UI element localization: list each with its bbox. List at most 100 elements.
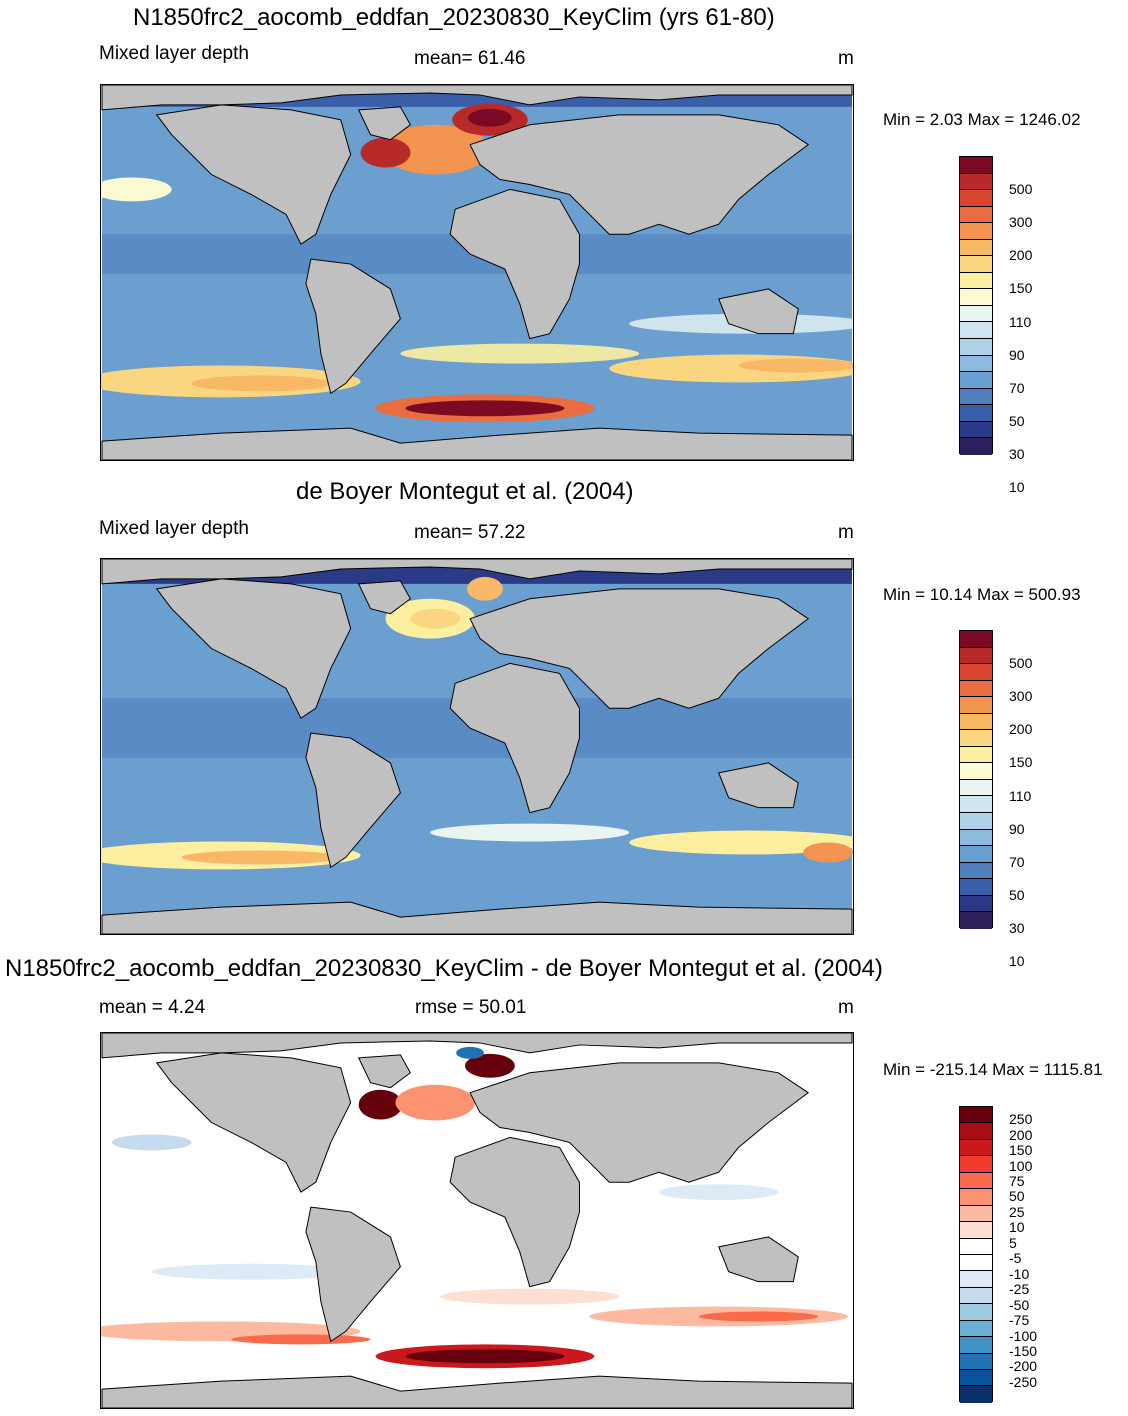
colorbar-swatch (960, 438, 992, 455)
colorbar-swatch (960, 1386, 992, 1403)
colorbar-swatch (960, 1139, 992, 1157)
colorbar-tick-label: 300 (1009, 688, 1033, 705)
colorbar-swatch (960, 206, 992, 224)
colorbar-swatch (960, 1172, 992, 1190)
colorbar-swatch (960, 879, 992, 896)
colorbar-swatch (960, 239, 992, 257)
colorbar-tick-label: 150 (1009, 754, 1033, 771)
colorbar-swatch (960, 1337, 992, 1354)
colorbar-tick-label: 10 (1009, 479, 1025, 496)
colorbar-tick-label: 200 (1009, 1126, 1033, 1143)
colorbar-swatch (960, 1320, 992, 1338)
panel2-variable-label: Mixed layer depth (99, 518, 249, 539)
colorbar-tick-label: 75 (1009, 1172, 1025, 1189)
colorbar-swatch (960, 813, 992, 830)
colorbar-swatch (960, 1254, 992, 1272)
colorbar-swatch (960, 631, 992, 648)
panel2-map-plot (101, 559, 853, 934)
colorbar-swatch (960, 1271, 992, 1288)
colorbar-tick-label: 500 (1009, 655, 1033, 672)
colorbar-swatch (960, 305, 992, 323)
colorbar-swatch (960, 157, 992, 174)
panel3-colorbar (959, 1106, 993, 1403)
panel3-units: m (838, 997, 854, 1018)
colorbar-swatch (960, 1123, 992, 1140)
colorbar-swatch (960, 289, 992, 306)
colorbar-swatch (960, 223, 992, 240)
panel2-mean-label: mean= 57.22 (414, 522, 526, 543)
colorbar-swatch (960, 405, 992, 422)
panel3-title: N1850frc2_aocomb_eddfan_20230830_KeyClim… (5, 955, 883, 982)
colorbar-tick-label: 30 (1009, 920, 1025, 936)
colorbar-swatch (960, 256, 992, 273)
colorbar-swatch (960, 680, 992, 698)
panel1-title: N1850frc2_aocomb_eddfan_20230830_KeyClim… (133, 4, 775, 31)
colorbar-swatch (960, 1222, 992, 1239)
colorbar-tick-label: -5 (1009, 1250, 1022, 1267)
panel1-minmax: Min = 2.03 Max = 1246.02 (883, 110, 1081, 129)
colorbar-tick-label: 300 (1009, 214, 1033, 231)
colorbar-swatch (960, 862, 992, 880)
colorbar-tick-label: 110 (1009, 787, 1032, 804)
colorbar-swatch (960, 372, 992, 389)
colorbar-swatch (960, 730, 992, 747)
colorbar-swatch (960, 339, 992, 356)
colorbar-tick-label: -100 (1009, 1327, 1038, 1344)
panel2-minmax: Min = 10.14 Max = 500.93 (883, 585, 1081, 604)
panel1-units: m (838, 48, 854, 69)
colorbar-swatch (960, 647, 992, 665)
colorbar-tick-label: 500 (1009, 181, 1033, 198)
colorbar-swatch (960, 796, 992, 814)
colorbar-swatch (960, 1189, 992, 1206)
colorbar-tick-label: -75 (1009, 1312, 1030, 1329)
colorbar-tick-label: 50 (1009, 1188, 1025, 1205)
colorbar-swatch (960, 779, 992, 797)
colorbar-tick-label: 10 (1009, 953, 1025, 970)
colorbar-tick-label: 250 (1009, 1111, 1033, 1128)
colorbar-tick-label: 50 (1009, 412, 1025, 429)
colorbar-tick-label: 10 (1009, 1219, 1025, 1236)
panel2-colorbar (959, 630, 993, 929)
panel1-map-plot (101, 85, 853, 460)
colorbar-swatch (960, 355, 992, 373)
colorbar-tick-label: 5 (1009, 1234, 1017, 1251)
colorbar-swatch (960, 713, 992, 731)
colorbar-swatch (960, 421, 992, 439)
colorbar-tick-label: 70 (1009, 379, 1025, 396)
panel3-minmax: Min = -215.14 Max = 1115.81 (883, 1060, 1103, 1079)
panel1-map (100, 84, 854, 461)
panel3-map-plot (101, 1033, 853, 1408)
colorbar-tick-label: 70 (1009, 853, 1025, 870)
colorbar-swatch (960, 746, 992, 764)
colorbar-swatch (960, 912, 992, 929)
colorbar-tick-label: 90 (1009, 820, 1025, 837)
colorbar-swatch (960, 697, 992, 714)
colorbar-tick-label: -50 (1009, 1296, 1030, 1313)
panel1-colorbar (959, 156, 993, 455)
panel2-units: m (838, 522, 854, 543)
colorbar-swatch (960, 1304, 992, 1321)
panel3-map (100, 1032, 854, 1409)
colorbar-swatch (960, 763, 992, 780)
panel3-rmse-label: rmse = 50.01 (415, 997, 527, 1018)
colorbar-swatch (960, 846, 992, 863)
panel1-mean-label: mean= 61.46 (414, 48, 526, 69)
colorbar-tick-label: 90 (1009, 346, 1025, 363)
colorbar-tick-label: -10 (1009, 1265, 1030, 1282)
panel3-mean-label: mean = 4.24 (99, 997, 206, 1018)
colorbar-tick-label: 25 (1009, 1203, 1025, 1220)
colorbar-swatch (960, 388, 992, 406)
colorbar-tick-label: -150 (1009, 1343, 1038, 1360)
colorbar-swatch (960, 1287, 992, 1305)
colorbar-tick-label: 200 (1009, 247, 1033, 264)
colorbar-swatch (960, 322, 992, 340)
colorbar-swatch (960, 272, 992, 290)
colorbar-tick-label: 50 (1009, 886, 1025, 903)
colorbar-swatch (960, 1156, 992, 1173)
colorbar-swatch (960, 1370, 992, 1387)
panel2-map (100, 558, 854, 935)
panel1-variable-label: Mixed layer depth (99, 43, 249, 64)
colorbar-swatch (960, 190, 992, 207)
colorbar-tick-label: -250 (1009, 1373, 1038, 1390)
colorbar-swatch (960, 1205, 992, 1223)
